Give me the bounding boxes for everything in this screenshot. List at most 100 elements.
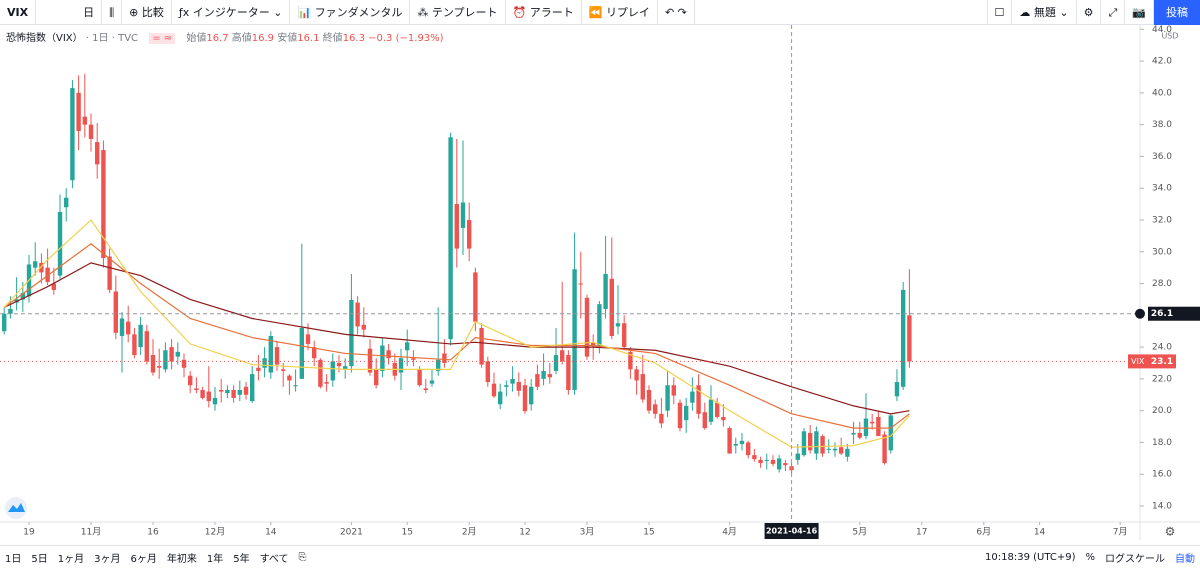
candle-body (274, 347, 280, 365)
x-tick-label: 7月 (1113, 527, 1128, 538)
candle-body (281, 369, 286, 371)
y-tick-label: 34.0 (1152, 184, 1172, 194)
range-button[interactable]: 1日 (5, 554, 22, 565)
expand[interactable]: ⤢ (1101, 0, 1126, 25)
candle-body (795, 453, 800, 460)
settings[interactable]: ⚙ (1077, 0, 1102, 25)
compare[interactable]: ⊕ 比較 (122, 0, 172, 25)
x-tick-label: 2021 (340, 528, 363, 538)
range-button[interactable]: 年初来 (166, 554, 197, 565)
candle-body (107, 256, 112, 290)
candle-body (820, 436, 825, 454)
candle-body (845, 448, 850, 457)
candle-body (801, 431, 807, 456)
y-tick-label: 44.0 (1152, 25, 1172, 35)
candle-body (349, 299, 354, 367)
candle-body (126, 321, 131, 335)
high-label: 高値 (231, 33, 252, 44)
undo-redo[interactable]: ↶ ↷ (658, 0, 695, 25)
candle-body (882, 434, 887, 464)
last-price-name: VIX (1131, 357, 1145, 366)
candle-body (237, 389, 243, 395)
range-button[interactable]: 5日 (31, 554, 48, 565)
candle-body (423, 388, 428, 390)
candle-body (640, 374, 645, 400)
candle-body (138, 324, 143, 348)
open-value: 16.7 (206, 33, 229, 44)
layout-label: 無題 (1033, 5, 1056, 19)
candle-body (70, 88, 75, 181)
snapshot[interactable]: 📷 (1125, 0, 1154, 25)
candle-body (243, 386, 249, 395)
x-tick-label: 12 (519, 528, 530, 538)
candle-body (851, 432, 856, 435)
x-tick-label: 2月 (462, 527, 477, 538)
candle-body (727, 428, 732, 454)
candle-body (566, 355, 571, 390)
range-button[interactable]: 5年 (233, 554, 250, 565)
candle-body (702, 412, 707, 429)
candle-body (206, 391, 212, 402)
log-toggle[interactable]: ログスケール (1105, 554, 1165, 565)
y-tick-label: 40.0 (1152, 88, 1172, 98)
candle-body (157, 366, 162, 368)
candle-body (119, 318, 125, 336)
candle-body (200, 389, 205, 398)
y-tick-label: 14.0 (1152, 501, 1172, 511)
candle-body (212, 397, 218, 405)
candle-body (39, 262, 44, 273)
candle-body (590, 342, 596, 346)
candle-body (373, 369, 379, 386)
candle-body (188, 375, 193, 386)
candle-body (330, 361, 335, 381)
moving-average (3, 219, 910, 448)
candle-body (597, 304, 602, 348)
chart-style[interactable]: ⫼ (102, 0, 123, 25)
high-value: 16.9 (251, 33, 275, 44)
candle-body (429, 380, 435, 384)
candle-body (770, 459, 776, 464)
candle-body (262, 358, 267, 368)
instrument-source: · 1日 · TVC (85, 33, 139, 44)
candle-body (652, 404, 658, 414)
candle-body (696, 385, 701, 414)
candle-body (671, 385, 676, 396)
range-button[interactable]: 3ヶ月 (94, 554, 121, 565)
candle-body (250, 374, 255, 402)
publish-button[interactable]: 投稿 (1154, 0, 1200, 25)
replay[interactable]: ⏪ リプレイ (582, 0, 658, 25)
y-tick-label: 24.0 (1152, 343, 1172, 353)
interval[interactable]: 日 (76, 0, 103, 25)
range-button[interactable]: 6ヶ月 (130, 554, 157, 565)
date-range[interactable]: ⎘ (298, 552, 307, 563)
candle-body (417, 369, 422, 386)
candle-body (745, 442, 751, 456)
candle-body (721, 417, 726, 421)
visibility-toggle[interactable]: = ≈ (149, 33, 176, 44)
layout[interactable]: ☁ 無題 ⌄ (1012, 0, 1077, 25)
fullscreen-box[interactable]: ☐ (986, 0, 1013, 25)
percent-toggle[interactable]: % (1085, 552, 1095, 563)
candle-body (194, 388, 199, 390)
range-button[interactable]: 1年 (206, 554, 224, 565)
candle-body (76, 92, 81, 131)
alert[interactable]: ⏰ アラート (506, 0, 582, 25)
candle-body (894, 382, 900, 397)
x-tick-label: 14 (1034, 528, 1046, 538)
range-button[interactable]: 1ヶ月 (57, 554, 85, 565)
candle-body (169, 347, 174, 362)
candle-body (367, 348, 373, 373)
templates[interactable]: ⁂ テンプレート (410, 0, 506, 25)
fundamentals[interactable]: 📊 ファンダメンタル (290, 0, 411, 25)
indicators[interactable]: ƒx インジケーター ⌄ (172, 0, 291, 25)
close-label: 終値 (322, 33, 343, 44)
candle-body (888, 415, 893, 451)
symbol[interactable]: VIX (0, 0, 37, 25)
auto-toggle[interactable]: 自動 (1175, 554, 1195, 565)
open-label: 始値 (186, 33, 207, 44)
range-button[interactable]: すべて (259, 554, 289, 565)
candle-body (783, 463, 788, 466)
crosshair-x-box (764, 523, 819, 539)
candle-body (448, 137, 453, 340)
last-price-label: 23.1 (1151, 357, 1173, 367)
